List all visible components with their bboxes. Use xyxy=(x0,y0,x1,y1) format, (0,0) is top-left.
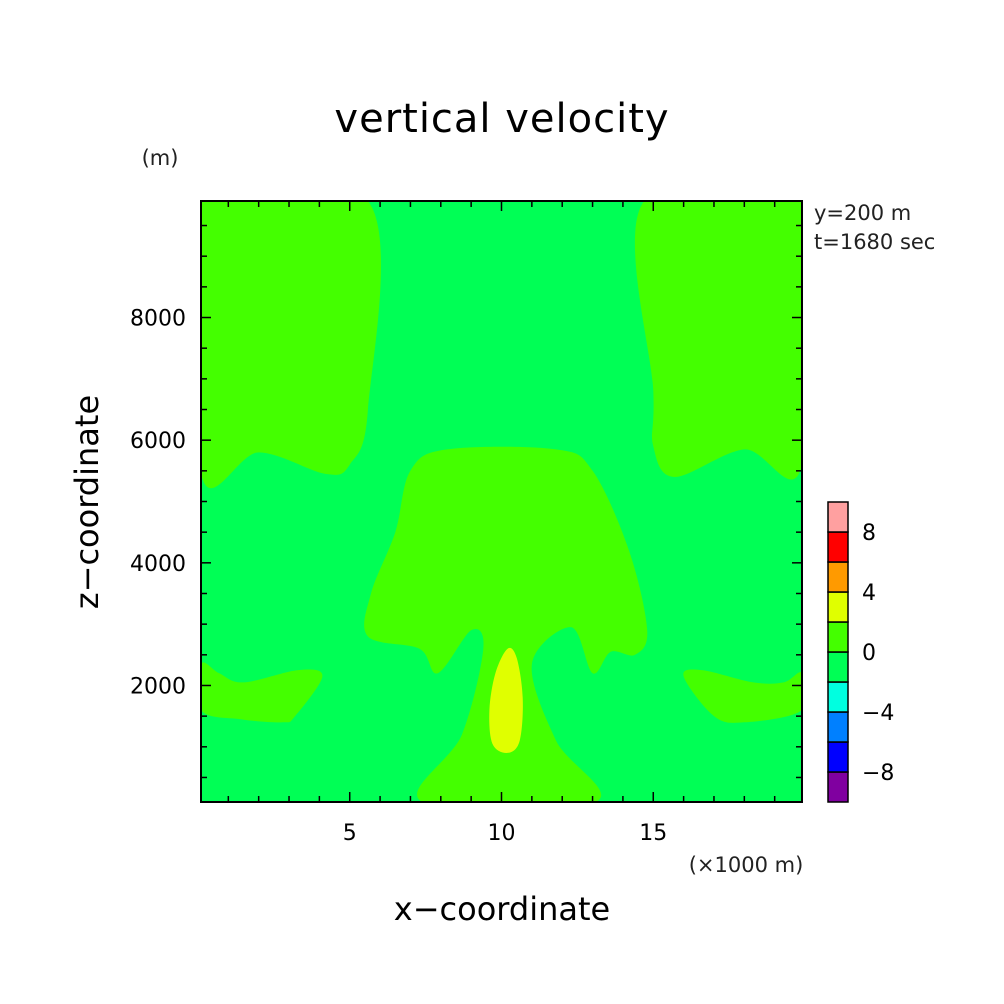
colorbar-swatch xyxy=(827,651,849,683)
x-tick-labels: 5 10 15 xyxy=(343,821,668,846)
contour-region-6 xyxy=(489,647,523,753)
colorbar-swatch xyxy=(827,561,849,593)
colorbar: 8 4 0 −4 −8 xyxy=(827,501,894,803)
y-tick-label: 4000 xyxy=(130,552,186,577)
y-axis-label: z−coordinate xyxy=(68,395,106,609)
colorbar-swatch xyxy=(827,501,849,533)
colorbar-swatch xyxy=(827,681,849,713)
colorbar-swatch xyxy=(827,621,849,653)
x-tick-label: 10 xyxy=(488,821,516,846)
contour-region-5 xyxy=(683,669,802,723)
colorbar-tick-label: 8 xyxy=(862,521,876,546)
colorbar-swatch xyxy=(827,771,849,803)
colorbar-tick-label: −4 xyxy=(862,701,894,726)
annotation-t: t=1680 sec xyxy=(814,230,935,254)
y-unit-label: (m) xyxy=(142,146,179,170)
x-tick-label: 5 xyxy=(343,821,357,846)
colorbar-tick-label: −8 xyxy=(862,761,894,786)
x-unit-label: (×1000 m) xyxy=(689,853,804,877)
x-tick-label: 15 xyxy=(639,821,667,846)
y-tick-label: 8000 xyxy=(130,307,186,332)
y-tick-label: 6000 xyxy=(130,429,186,454)
contour-region-2 xyxy=(634,201,802,480)
x-axis-label: x−coordinate xyxy=(394,890,610,928)
colorbar-tick-label: 4 xyxy=(862,581,876,606)
colorbar-swatch xyxy=(827,741,849,773)
contour-region-1 xyxy=(201,201,381,489)
y-tick-labels: 2000 4000 6000 8000 xyxy=(130,307,186,700)
annotation-y: y=200 m xyxy=(814,201,911,225)
plot-frame xyxy=(200,200,803,803)
chart-title: vertical velocity xyxy=(334,96,669,142)
colorbar-swatch xyxy=(827,711,849,743)
colorbar-swatch xyxy=(827,531,849,563)
colorbar-tick-label: 0 xyxy=(862,641,876,666)
y-tick-label: 2000 xyxy=(130,674,186,699)
contour-region-4 xyxy=(201,662,323,723)
colorbar-swatch xyxy=(827,591,849,623)
contour-region-3 xyxy=(364,446,648,802)
contour-regions xyxy=(201,201,802,802)
